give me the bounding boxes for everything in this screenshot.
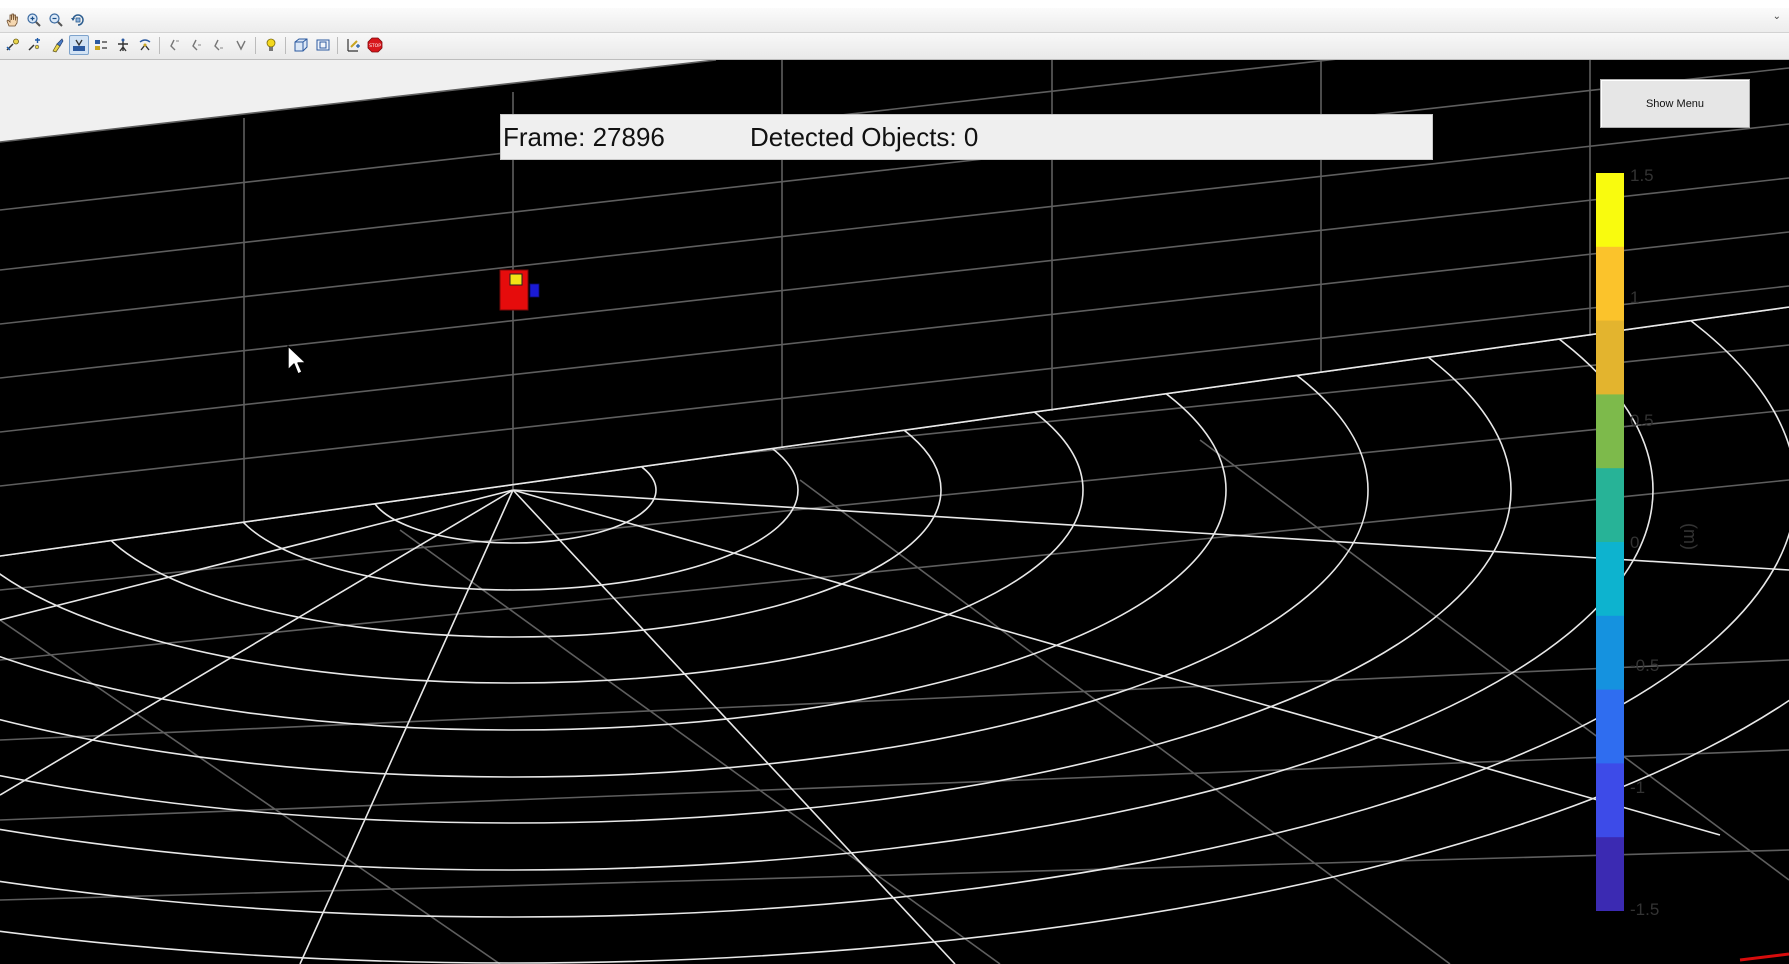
plot-view-icon[interactable]: [69, 35, 89, 55]
light-bulb-icon[interactable]: [261, 35, 281, 55]
colorbar-segment: [1596, 837, 1624, 911]
colorbar-segment: [1596, 320, 1624, 395]
colorbar-tick: -0.5: [1630, 656, 1660, 675]
azimuth-spokes: [0, 489, 1789, 964]
data-cursor-icon[interactable]: [25, 35, 45, 55]
back-wall-grid-top: [0, 60, 1789, 522]
mouse-cursor-icon: [287, 345, 307, 375]
figure-toolbar-top: ⌄: [0, 8, 1789, 33]
colorbar-segment: [1596, 542, 1624, 617]
ring-mask: [0, 60, 1789, 556]
zoom-out-icon[interactable]: [46, 10, 66, 30]
toolbar-separator: [159, 37, 160, 54]
axis-edge-red: [1739, 952, 1789, 962]
undo-icon[interactable]: [231, 35, 251, 55]
toolbar-separator: [337, 37, 338, 54]
colorbar-tick: 0.5: [1630, 411, 1654, 430]
range-front-edge: [0, 306, 1789, 557]
colorbar-segment: [1596, 173, 1624, 248]
colorbar-segment: [1596, 689, 1624, 764]
box-view-icon[interactable]: [313, 35, 333, 55]
colorbar-segment: [1596, 394, 1624, 469]
insert-colorbar-icon[interactable]: [113, 35, 133, 55]
brush-icon[interactable]: [47, 35, 67, 55]
rotate-3d-icon[interactable]: [68, 10, 88, 30]
colorbar: [1596, 173, 1624, 911]
colorbar-tick: -1.5: [1630, 900, 1660, 919]
select-tool-icon[interactable]: [3, 35, 23, 55]
stop-icon[interactable]: STOP: [365, 35, 385, 55]
svg-text:STOP: STOP: [369, 43, 381, 49]
radar-sensor-marker: [499, 269, 540, 311]
colorbar-tick: 1.5: [1630, 166, 1654, 185]
toolbar-expand-icon[interactable]: ⌄: [1772, 11, 1781, 22]
toolbar-separator: [255, 37, 256, 54]
figure-toolbar-tools: STOP: [0, 33, 1789, 60]
camera-3d-icon[interactable]: [291, 35, 311, 55]
colorbar-segment: [1596, 763, 1624, 838]
frame-counter: Frame: 27896: [503, 122, 665, 152]
pan-hand-icon[interactable]: [2, 10, 22, 30]
insert-legend-icon[interactable]: [91, 35, 111, 55]
scene-3d: [0, 60, 1789, 964]
forward-icon[interactable]: [187, 35, 207, 55]
colorbar-segment: [1596, 468, 1624, 543]
show-menu-button[interactable]: Show Menu: [1600, 79, 1750, 128]
back-icon[interactable]: [165, 35, 185, 55]
colorbar-segment: [1596, 615, 1624, 691]
zoom-in-icon[interactable]: [24, 10, 44, 30]
colorbar-segment: [1596, 246, 1624, 322]
plot-canvas[interactable]: Frame: 27896 Detected Objects: 0 Show Me…: [0, 60, 1789, 964]
colorbar-tick: 1: [1630, 288, 1640, 307]
link-plot-icon[interactable]: [135, 35, 155, 55]
window-frame: [0, 0, 1789, 8]
history-icon[interactable]: [209, 35, 229, 55]
frame-info-panel: Frame: 27896 Detected Objects: 0: [500, 114, 1433, 160]
detected-objects-counter: Detected Objects: 0: [750, 122, 979, 152]
floor-grid: [0, 439, 1789, 964]
tools-edit-icon[interactable]: [343, 35, 363, 55]
colorbar-tick: 0: [1630, 533, 1640, 552]
colorbar-tick: -1: [1630, 778, 1646, 797]
colorbar-unit-label: (m): [1679, 523, 1700, 550]
toolbar-separator: [285, 37, 286, 54]
